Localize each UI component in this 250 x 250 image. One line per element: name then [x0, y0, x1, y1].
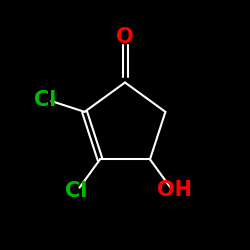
Text: OH: OH — [158, 180, 192, 200]
Text: Cl: Cl — [34, 90, 56, 110]
Text: O: O — [116, 28, 134, 48]
Text: Cl: Cl — [64, 181, 87, 201]
